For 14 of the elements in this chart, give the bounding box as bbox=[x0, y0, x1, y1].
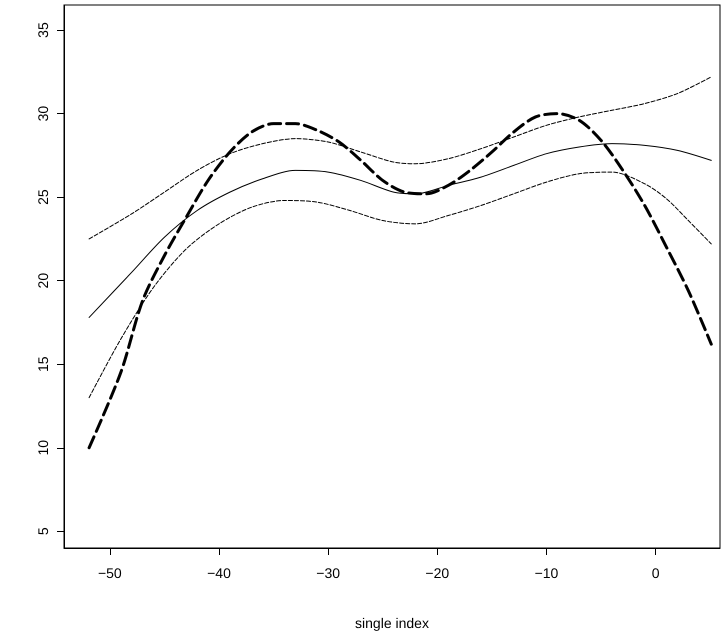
y-tick-label: 25 bbox=[35, 189, 51, 205]
x-tick-label: −30 bbox=[316, 565, 340, 581]
y-tick-label: 15 bbox=[35, 356, 51, 372]
y-tick-label: 10 bbox=[35, 440, 51, 456]
x-axis-title: single index bbox=[355, 615, 429, 631]
x-tick-label: −10 bbox=[534, 565, 559, 581]
x-tick-label: −50 bbox=[98, 565, 122, 581]
y-tick-label: 5 bbox=[35, 527, 51, 536]
y-tick-label: 35 bbox=[35, 22, 51, 38]
x-tick-label: −20 bbox=[425, 565, 450, 581]
y-tick-label: 20 bbox=[35, 272, 51, 288]
x-tick-label: −40 bbox=[207, 565, 232, 581]
y-tick-label: 30 bbox=[35, 106, 51, 122]
x-tick-label: 0 bbox=[652, 565, 660, 581]
